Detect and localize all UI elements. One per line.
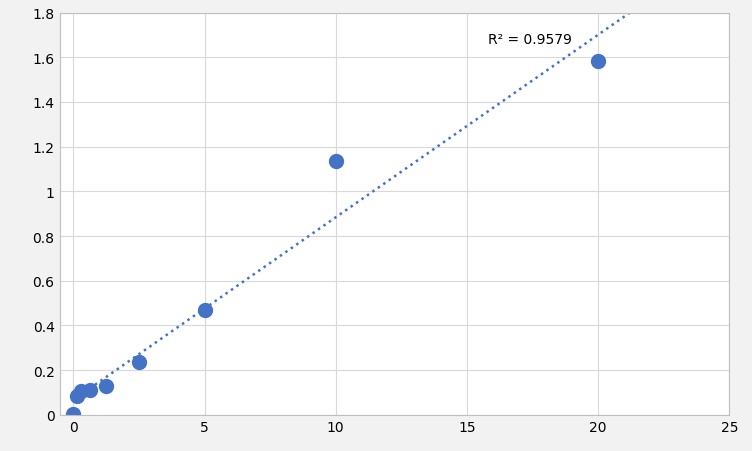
Point — [71, 393, 83, 400]
Point — [83, 386, 96, 393]
Point — [199, 307, 211, 314]
Point — [100, 383, 112, 390]
Point — [133, 358, 145, 365]
Point — [67, 411, 79, 418]
Point — [592, 58, 604, 65]
Point — [75, 388, 87, 395]
Text: R² = 0.9579: R² = 0.9579 — [488, 32, 572, 46]
Point — [329, 158, 341, 165]
